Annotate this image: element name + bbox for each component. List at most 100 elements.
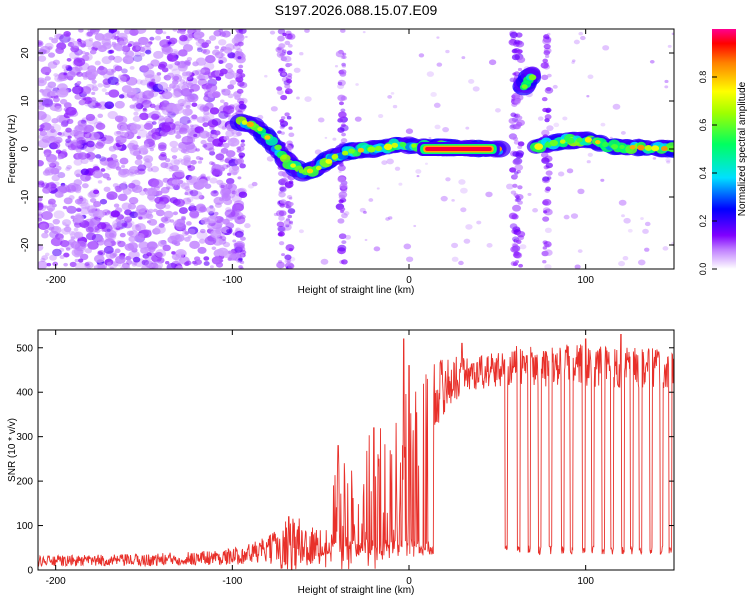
spectral-blob [79, 242, 86, 247]
spectral-blob [65, 106, 77, 116]
spectral-blob [80, 86, 92, 95]
spectral-blob [515, 40, 525, 48]
spectral-blob [86, 31, 93, 37]
spectral-blob [337, 117, 345, 123]
spectral-blob [442, 127, 450, 133]
spectral-blob [542, 246, 547, 250]
spectral-blob [133, 41, 141, 47]
spectral-blob [222, 142, 230, 149]
spectral-blob [339, 183, 348, 190]
spectral-blob [566, 137, 575, 144]
spectral-blob [204, 236, 217, 246]
spectral-blob [71, 40, 81, 48]
spectral-blob [540, 62, 549, 69]
spectral-blob [403, 243, 412, 250]
spectral-blob [61, 120, 69, 126]
spectral-blob [88, 38, 94, 42]
spectral-blob [42, 97, 53, 106]
spectral-blob [274, 144, 282, 151]
spectral-blob [278, 215, 285, 221]
spectral-blob [228, 166, 240, 175]
spectral-blob [207, 222, 217, 230]
spectral-blob [440, 195, 448, 202]
spectral-blob [527, 192, 532, 196]
spectral-blob [199, 206, 207, 213]
spectral-blob [52, 97, 60, 103]
spectral-blob [133, 105, 142, 112]
spectral-blob [451, 242, 459, 249]
spectral-blob [158, 144, 167, 152]
spectral-blob [544, 114, 552, 120]
snr-series-line [38, 333, 674, 570]
spectral-blob [94, 33, 105, 41]
spectral-blob [161, 216, 171, 224]
spectral-blob [108, 29, 118, 33]
spectral-blob [288, 197, 293, 200]
spectral-blob [451, 198, 455, 202]
spectral-blob [170, 164, 179, 172]
spectral-blob [177, 143, 189, 152]
spectral-blob [218, 59, 224, 64]
spectral-blob [275, 210, 285, 217]
spectral-blob [287, 214, 293, 219]
spectral-blob [115, 218, 122, 223]
spectral-blob [202, 106, 210, 112]
spectral-blob [355, 83, 359, 86]
spectral-blob [127, 203, 137, 210]
spectral-blob [57, 156, 62, 160]
spectral-blob [376, 187, 380, 190]
spectral-blob [85, 232, 97, 241]
spectral-blob [236, 131, 242, 137]
spectral-blob [104, 101, 115, 109]
spectral-blob [63, 197, 73, 205]
spectral-blob [205, 55, 216, 64]
spectral-blob [85, 226, 94, 233]
spectral-blob [512, 226, 521, 233]
spectral-blob [122, 181, 127, 185]
spectral-blob [511, 54, 520, 61]
spectral-blob [562, 116, 568, 121]
spectral-blob [542, 37, 552, 45]
spectral-blob [171, 179, 179, 185]
spectral-blob [445, 177, 451, 182]
spectral-blob [542, 260, 547, 264]
spectral-blob [151, 121, 157, 125]
spectral-blob [203, 261, 210, 266]
spectral-blob [195, 148, 200, 152]
spectral-blob [167, 41, 172, 45]
spectral-blob [176, 252, 185, 259]
spectral-blob [79, 99, 86, 105]
spectral-blob [278, 191, 286, 198]
y-tick-label: 300 [16, 432, 33, 443]
spectral-blob [209, 177, 218, 184]
spectral-blob [117, 115, 128, 124]
spectral-blob [128, 165, 140, 175]
spectral-blob [519, 244, 527, 250]
spectral-blob [68, 230, 76, 236]
spectral-blob [171, 68, 181, 76]
spectral-blob [39, 223, 49, 230]
spectral-blob [41, 99, 54, 108]
spectral-blob [225, 62, 234, 69]
spectral-blob [185, 104, 191, 109]
spectral-blob [131, 262, 137, 267]
spectral-blob [199, 157, 204, 161]
spectral-blob [47, 159, 57, 167]
spectral-blob [387, 95, 393, 99]
spectral-blob [277, 89, 284, 95]
spectral-blob [59, 98, 68, 105]
spectral-blob [44, 167, 56, 176]
spectral-blob [468, 78, 475, 84]
spectral-blob [671, 32, 674, 36]
spectral-blob [151, 113, 160, 120]
spectral-blob [211, 169, 221, 176]
spectral-blob [559, 139, 566, 144]
spectral-blob [107, 111, 118, 119]
spectral-blob [48, 198, 56, 205]
spectral-blob [200, 217, 211, 225]
spectral-blob [649, 59, 655, 64]
spectrogram-x-axis: -200 -100 0 100 [46, 29, 594, 286]
spectral-blob [237, 145, 245, 152]
spectral-blob [512, 183, 518, 188]
spectral-blob [189, 240, 201, 250]
